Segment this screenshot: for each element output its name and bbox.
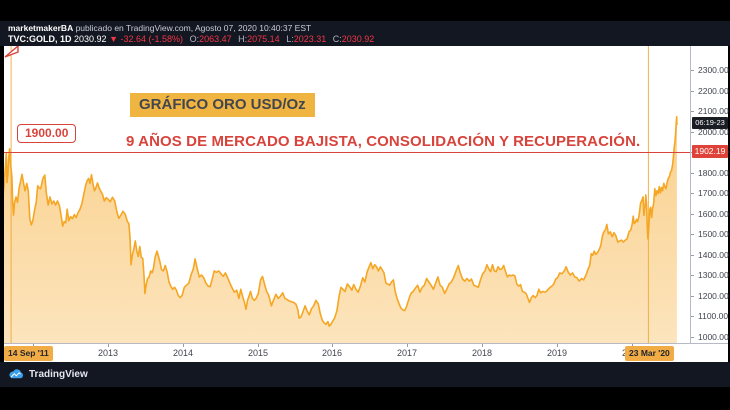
time-axis-tick bbox=[557, 344, 558, 347]
byline: marketmakerBA publicado en TradingView.c… bbox=[8, 23, 311, 33]
open-value: 2063.47 bbox=[199, 34, 232, 44]
price-axis[interactable]: 2300.002200.002100.002000.001900.001800.… bbox=[690, 46, 729, 362]
price-callout-tail bbox=[4, 46, 19, 58]
bar-countdown-badge: 06:19-23 bbox=[692, 117, 728, 129]
symbol-label[interactable]: TVC:GOLD, 1D bbox=[8, 34, 72, 44]
close-label: C: bbox=[332, 34, 342, 44]
price-axis-label: 1700.00 bbox=[698, 188, 729, 198]
price-axis-label: 1100.00 bbox=[698, 311, 729, 321]
line-price-badge: 1902.19 bbox=[692, 145, 728, 158]
chart-footer: TradingView bbox=[0, 362, 730, 387]
price-axis-tick bbox=[691, 111, 694, 112]
price-axis-tick bbox=[691, 316, 694, 317]
price-axis-label: 1500.00 bbox=[698, 229, 729, 239]
price-axis-tick bbox=[691, 234, 694, 235]
time-axis-label: 2015 bbox=[247, 348, 269, 358]
time-axis-tick bbox=[332, 344, 333, 347]
high-value: 2075.14 bbox=[247, 34, 280, 44]
price-axis-tick bbox=[691, 193, 694, 194]
time-axis-label: 2017 bbox=[396, 348, 418, 358]
price-axis-label: 1600.00 bbox=[698, 209, 729, 219]
time-axis-tick bbox=[407, 344, 408, 347]
price-axis-label: 1200.00 bbox=[698, 291, 729, 301]
price-axis-tick bbox=[691, 275, 694, 276]
price-axis-label: 1000.00 bbox=[698, 332, 729, 342]
tradingview-logo[interactable]: TradingView bbox=[8, 368, 88, 381]
time-axis-label: 2016 bbox=[321, 348, 343, 358]
time-axis-label: 2013 bbox=[97, 348, 119, 358]
low-value: 2023.31 bbox=[293, 34, 327, 44]
price-axis-label: 2100.00 bbox=[698, 106, 729, 116]
gold-area-chart bbox=[4, 46, 678, 343]
price-axis-label: 1400.00 bbox=[698, 250, 729, 260]
last-price: 2030.92 bbox=[74, 34, 107, 44]
start-date-badge: 14 Sep '11 bbox=[4, 346, 53, 361]
author-link[interactable]: marketmakerBA bbox=[8, 23, 74, 33]
price-axis-tick bbox=[691, 91, 694, 92]
chart-widget: GRÁFICO ORO USD/Oz 9 AÑOS DE MERCADO BAJ… bbox=[4, 46, 729, 363]
price-axis-label: 1800.00 bbox=[698, 168, 729, 178]
change-value: ▼ -32.64 (-1.58%) bbox=[109, 34, 184, 44]
close-value: 2030.92 bbox=[341, 34, 375, 44]
time-axis-label: 2019 bbox=[546, 348, 568, 358]
brand-name: TradingView bbox=[29, 369, 88, 380]
price-axis-label: 2300.00 bbox=[698, 65, 729, 75]
crash-date-badge: 23 Mar '20 bbox=[625, 346, 674, 361]
time-axis-tick bbox=[183, 344, 184, 347]
chart-header: marketmakerBA publicado en TradingView.c… bbox=[0, 21, 730, 46]
price-axis-tick bbox=[691, 255, 694, 256]
price-axis-tick bbox=[691, 132, 694, 133]
price-callout: 1900.00 bbox=[17, 124, 77, 143]
time-axis-tick bbox=[632, 344, 633, 347]
price-axis-label: 2000.00 bbox=[698, 127, 729, 137]
price-axis-label: 2200.00 bbox=[698, 86, 729, 96]
tradingview-cloud-mountain-icon bbox=[9, 368, 23, 378]
time-axis-label: 2018 bbox=[471, 348, 493, 358]
chart-title-annotation: GRÁFICO ORO USD/Oz bbox=[130, 93, 315, 117]
time-axis[interactable]: 20122013201420152016201720182019202014 S… bbox=[4, 343, 728, 363]
price-axis-tick bbox=[691, 337, 694, 338]
price-chart-plot[interactable]: GRÁFICO ORO USD/Oz 9 AÑOS DE MERCADO BAJ… bbox=[4, 46, 690, 343]
time-axis-tick bbox=[258, 344, 259, 347]
chart-subtitle-annotation: 9 AÑOS DE MERCADO BAJISTA, CONSOLIDACIÓN… bbox=[126, 133, 641, 150]
price-axis-tick bbox=[691, 173, 694, 174]
time-axis-label: 2014 bbox=[172, 348, 194, 358]
price-axis-tick bbox=[691, 296, 694, 297]
open-label: O: bbox=[189, 34, 200, 44]
price-axis-tick bbox=[691, 214, 694, 215]
byline-text: publicado en TradingView.com, Agosto 07,… bbox=[73, 23, 312, 33]
time-axis-tick bbox=[108, 344, 109, 347]
horizontal-price-line[interactable] bbox=[4, 152, 690, 153]
price-axis-tick bbox=[691, 70, 694, 71]
time-axis-tick bbox=[482, 344, 483, 347]
price-axis-label: 1300.00 bbox=[698, 270, 729, 280]
symbol-row: TVC:GOLD, 1D 2030.92 ▼ -32.64 (-1.58%) O… bbox=[8, 34, 374, 44]
high-label: H: bbox=[238, 34, 248, 44]
time-axis-tick bbox=[33, 344, 34, 347]
low-label: L: bbox=[286, 34, 294, 44]
